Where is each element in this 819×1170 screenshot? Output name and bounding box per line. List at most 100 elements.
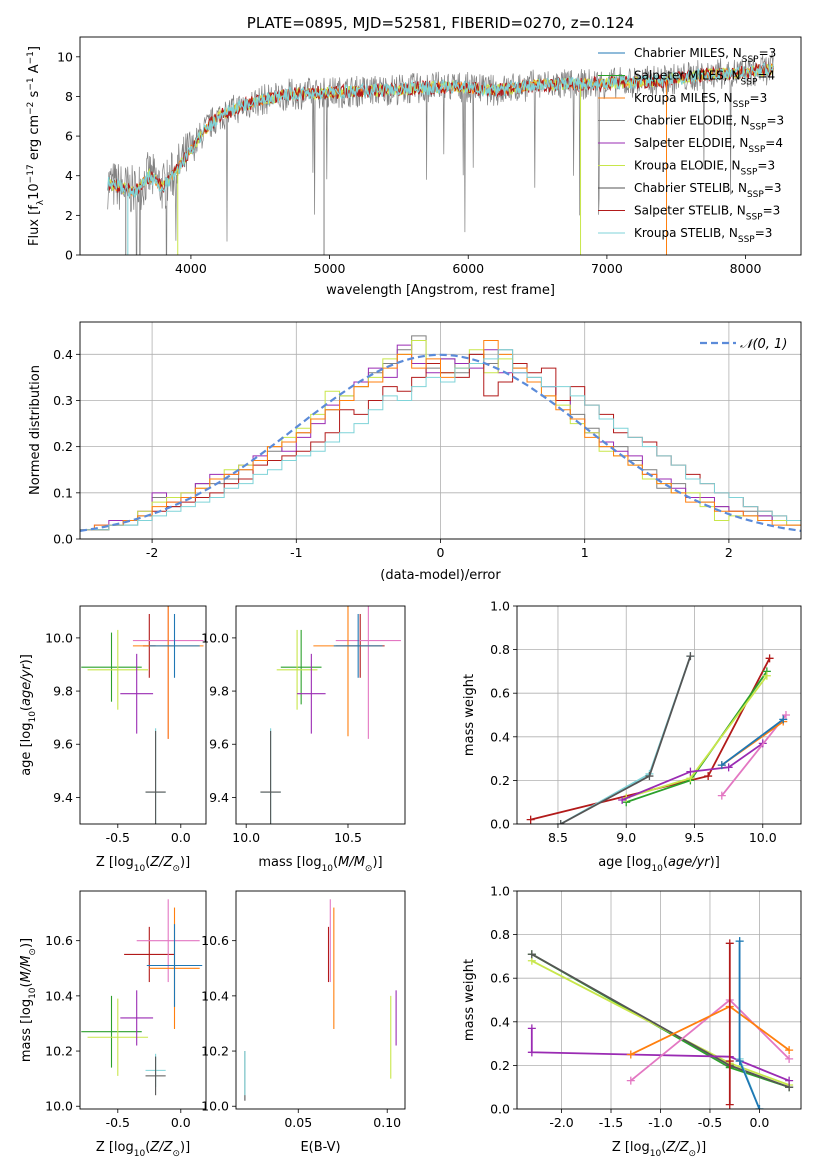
label-part: erg cm — [27, 115, 42, 164]
weight-point — [527, 950, 536, 959]
x-axis-label: mass [log10(M/M⊙)] — [258, 855, 382, 874]
label-part: λ — [36, 199, 46, 205]
y-tick-label: 0.4 — [490, 729, 510, 744]
y-tick-label: 1.0 — [490, 884, 510, 899]
label-part: )] — [696, 1140, 706, 1155]
x-tick-label: 2 — [725, 545, 733, 560]
y-tick-label: 9.8 — [53, 684, 73, 699]
label-part: )] — [19, 654, 34, 664]
x-axis-label: Z [log10(Z/Z⊙)] — [612, 1140, 706, 1159]
label-part: A — [27, 64, 42, 77]
x-tick-label: 10.5 — [334, 830, 362, 845]
label-part: 10 — [28, 987, 38, 999]
label-part: SSP — [748, 145, 765, 155]
y-tick-label: 0.1 — [53, 485, 73, 500]
label-part: SSP — [741, 168, 758, 178]
weight-point — [725, 939, 734, 948]
label-part: Z [log — [96, 855, 134, 870]
label-part: Z/Z — [149, 855, 173, 870]
legend-label: Kroupa ELODIE, NSSP=3 — [634, 159, 775, 178]
y-tick-label: 10.0 — [201, 1099, 229, 1114]
label-part: Kroupa MILES, N — [634, 91, 733, 105]
y-tick-label: 9.8 — [209, 684, 229, 699]
label-part: Salpeter MILES, N — [634, 69, 741, 83]
label-part: −1 — [26, 77, 36, 90]
y-tick-label: 8 — [65, 89, 73, 104]
y-tick-label: 0.0 — [490, 817, 510, 832]
spectrum-data-line — [107, 53, 774, 255]
x-tick-label: 8.5 — [548, 830, 568, 845]
x-tick-label: -1.0 — [648, 1115, 672, 1130]
label-part: −17 — [26, 164, 36, 183]
x-tick-label: -2 — [146, 545, 158, 560]
plot-area — [527, 937, 794, 1109]
weight-point — [735, 1057, 744, 1066]
label-part: =3 — [759, 46, 777, 60]
y-tick-label: 10.2 — [45, 1044, 73, 1059]
x-tick-label: 5000 — [314, 261, 346, 276]
y-tick-label: 0.0 — [53, 532, 73, 547]
legend-label: Kroupa MILES, NSSP=3 — [634, 91, 767, 110]
label-part: ( — [333, 855, 338, 870]
weight-line — [721, 718, 784, 766]
label-part: =4 — [757, 69, 775, 83]
plot-area — [260, 606, 401, 824]
label-part: Z/Z — [149, 1140, 173, 1155]
label-part: ⊙ — [172, 1149, 180, 1159]
x-tick-label: -2.0 — [549, 1115, 573, 1130]
x-axis-label: E(B-V) — [300, 1140, 340, 1155]
legend-label: Salpeter STELIB, NSSP=3 — [634, 204, 780, 223]
label-part: ⊙ — [365, 864, 373, 874]
weight-point — [618, 796, 627, 805]
x-tick-label: 0.0 — [171, 1115, 191, 1130]
panel-mass_weight_vs_Z: -2.0 -1.5 -1.0 -0.5 0.0 0.0 0.2 0.4 0.6 0.8 1.0 Z [… — [462, 884, 802, 1159]
label-part: ( — [661, 1140, 666, 1155]
y-tick-label: 4 — [65, 168, 73, 183]
x-tick-label: -0.5 — [698, 1115, 722, 1130]
label-part: mass [log — [258, 855, 321, 870]
weight-point — [704, 772, 713, 781]
label-part: 10 — [650, 1149, 662, 1159]
label-part: 10 — [134, 864, 146, 874]
plot-area — [107, 53, 774, 255]
label-part: SSP — [733, 100, 750, 110]
label-part: Z [log — [96, 1140, 134, 1155]
x-tick-label: 10.0 — [749, 830, 777, 845]
y-axis-label: Normed distribution — [28, 365, 43, 495]
panel-mass_weight_vs_age: 8.5 9.0 9.5 10.0 0.0 0.2 0.4 0.6 0.8 1.0 age [log1… — [462, 599, 802, 874]
x-tick-label: 0.0 — [171, 830, 191, 845]
label-part: Salpeter ELODIE, N — [634, 136, 748, 150]
label-part: )] — [372, 855, 382, 870]
x-tick-label: 10.0 — [232, 830, 260, 845]
weight-point — [781, 711, 790, 719]
y-tick-label: 9.4 — [209, 790, 229, 805]
y-tick-label: 10.4 — [45, 988, 73, 1003]
weight-point — [735, 937, 744, 946]
histogram-step — [80, 349, 801, 531]
legend-label: Chabrier MILES, NSSP=3 — [634, 46, 776, 65]
label-part: age [log — [19, 723, 34, 776]
x-tick-label: 0.10 — [373, 1115, 401, 1130]
axes-frame — [79, 605, 207, 825]
weight-point — [686, 652, 695, 661]
weight-point — [527, 1048, 536, 1057]
label-part: age [log — [598, 855, 651, 870]
y-tick-label: 10.0 — [45, 1099, 73, 1114]
x-tick-label: 0.05 — [284, 1115, 312, 1130]
y-tick-label: 9.4 — [53, 790, 73, 805]
label-part: ( — [19, 982, 34, 987]
label-part: =3 — [764, 181, 782, 195]
label-part: Z/Z — [665, 1140, 689, 1155]
plot-area — [526, 652, 790, 824]
label-part: SSP — [742, 55, 759, 65]
label-part: mass [log — [19, 999, 34, 1062]
weight-point — [785, 1046, 794, 1055]
label-part: Z [log — [612, 1140, 650, 1155]
label-part: M/M — [338, 855, 365, 870]
legend-label: Kroupa STELIB, NSSP=3 — [634, 226, 772, 245]
y-axis-label: mass [log10(M/M⊙)] — [19, 938, 38, 1062]
label-part: s — [27, 90, 42, 101]
label-part: ( — [19, 706, 34, 711]
legend-label: Chabrier ELODIE, NSSP=3 — [634, 114, 784, 133]
axes-frame — [79, 36, 802, 256]
